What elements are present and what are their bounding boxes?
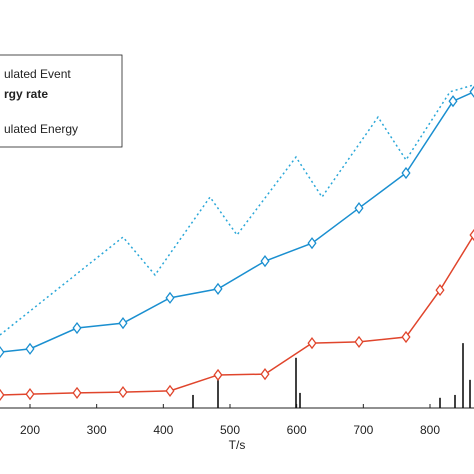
marker [260, 368, 270, 381]
marker [25, 342, 35, 355]
marker [25, 388, 35, 401]
marker [165, 291, 175, 304]
marker [118, 386, 128, 399]
marker [72, 386, 82, 399]
marker [165, 384, 175, 397]
legend-label: ulated Energy [4, 122, 78, 136]
marker [72, 321, 82, 335]
marker [469, 228, 474, 242]
series-line [0, 91, 474, 353]
x-tick-label: 600 [287, 423, 307, 437]
marker [213, 368, 223, 382]
series-line [0, 84, 474, 336]
marker [435, 284, 445, 297]
x-axis-label: T/s [229, 438, 246, 452]
series-line [0, 234, 474, 396]
marker [401, 166, 411, 180]
legend-label: rgy rate [4, 87, 48, 101]
marker [213, 282, 223, 295]
x-tick-label: 500 [220, 423, 240, 437]
legend-label: ulated Event [4, 67, 71, 81]
marker [0, 346, 5, 359]
x-tick-label: 200 [20, 423, 40, 437]
marker [401, 330, 411, 344]
marker [307, 237, 317, 250]
x-tick-label: 800 [420, 423, 440, 437]
marker [448, 95, 458, 108]
x-tick-label: 300 [87, 423, 107, 437]
marker [0, 388, 5, 402]
marker [307, 337, 317, 350]
marker [260, 255, 270, 268]
x-tick-label: 700 [353, 423, 373, 437]
marker [469, 85, 474, 98]
marker [354, 335, 364, 348]
legend-box [0, 54, 123, 148]
marker [118, 317, 128, 330]
marker [354, 201, 364, 215]
x-tick-label: 400 [153, 423, 173, 437]
